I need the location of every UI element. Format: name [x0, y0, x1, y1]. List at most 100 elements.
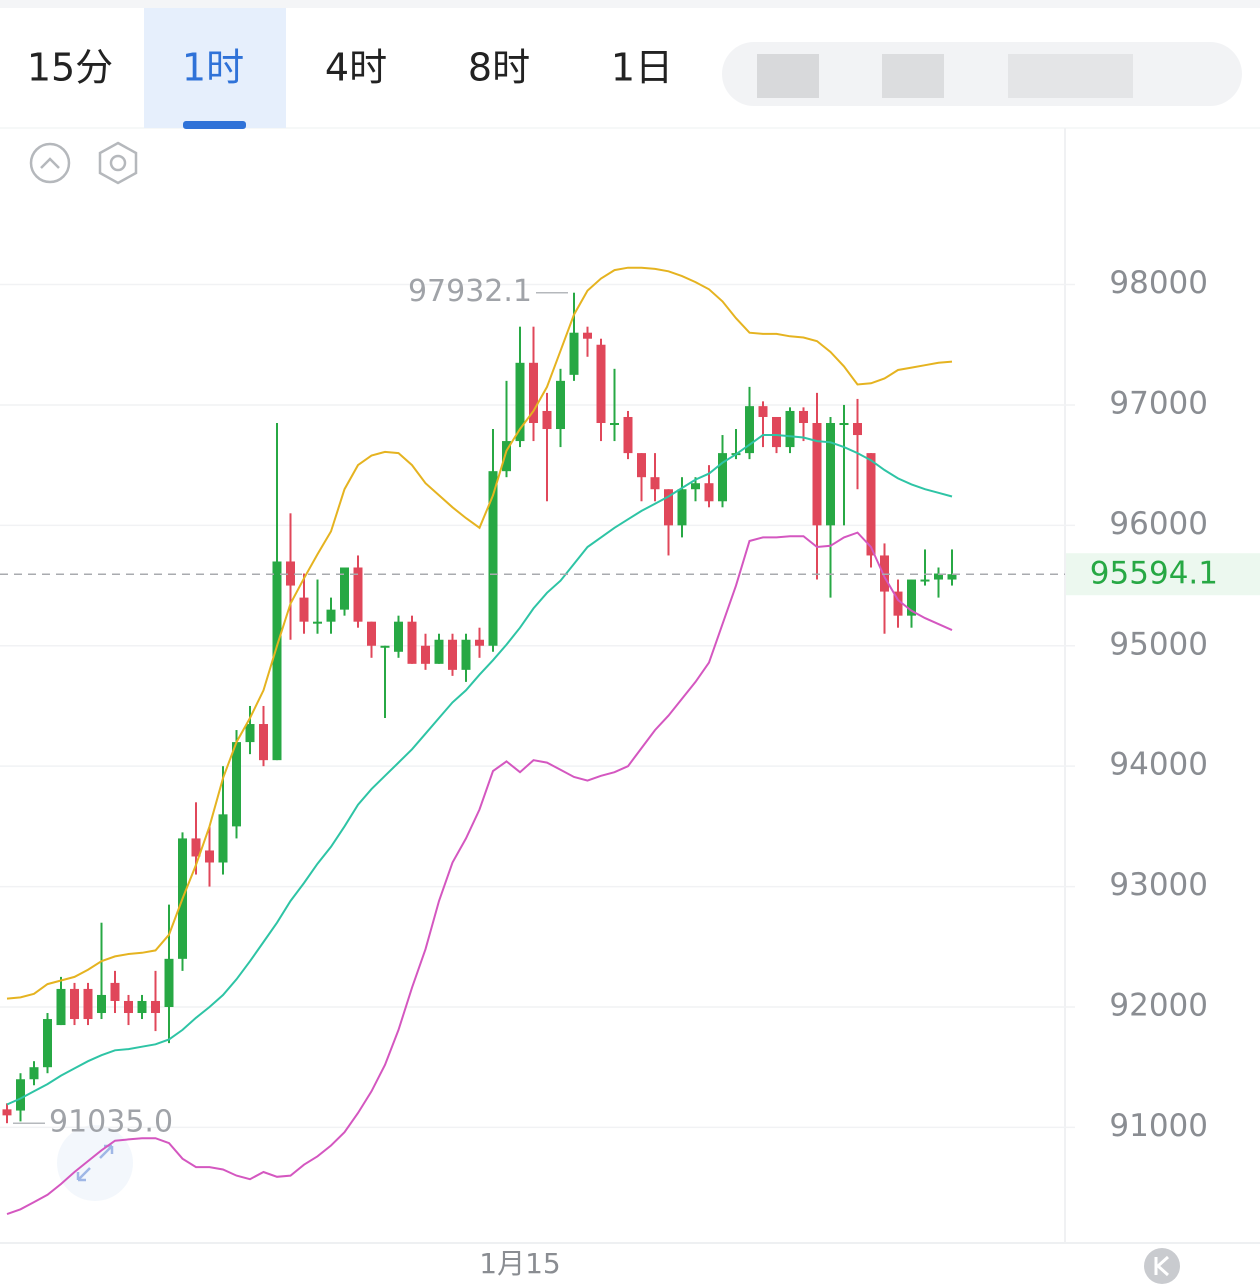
candle-body: [259, 724, 268, 761]
candle-body: [110, 982, 120, 1001]
candle-body: [97, 994, 106, 1014]
blur-block: [882, 54, 944, 98]
candle-body: [394, 621, 403, 652]
y-tick-label: 97000: [1109, 385, 1208, 421]
candle-body: [164, 958, 174, 1007]
candle-body: [785, 410, 795, 448]
candle-body: [907, 579, 916, 616]
candle-body: [704, 483, 714, 502]
candle-body: [56, 988, 66, 1026]
tab-underline: [183, 121, 246, 129]
candle-body: [124, 1000, 133, 1014]
candle-body: [488, 471, 498, 646]
candle-body: [448, 639, 457, 670]
tab[interactable]: 1日: [611, 46, 673, 90]
candle-body: [367, 621, 376, 646]
tab[interactable]: 4时: [325, 46, 387, 90]
candle-body: [515, 362, 525, 442]
candle-body: [947, 574, 957, 580]
tab-active-bg: [144, 8, 286, 128]
candle-body: [610, 423, 619, 426]
tool-icons: [29, 141, 1180, 1284]
candle-body: [421, 645, 430, 664]
candle-body: [758, 406, 768, 417]
status-strip: [0, 0, 1260, 8]
candle-body: [380, 645, 390, 648]
expand-icon: [76, 1144, 114, 1182]
candle-body: [866, 453, 876, 556]
settings-icon[interactable]: [98, 141, 138, 185]
high-label: 97932.1: [408, 274, 532, 309]
y-tick-label: 96000: [1109, 506, 1208, 542]
candle-body: [569, 332, 579, 375]
candle-body: [137, 1000, 147, 1014]
candle-body: [475, 639, 484, 646]
candle-body: [286, 561, 295, 586]
candle-body: [151, 1000, 160, 1014]
candle-body: [556, 380, 565, 430]
candle-body: [70, 988, 79, 1020]
y-tick-label: 98000: [1109, 265, 1208, 301]
band-line: [6, 434, 953, 1106]
tab[interactable]: 1时: [182, 46, 244, 90]
y-tick-label: 94000: [1109, 747, 1208, 783]
candle-body: [718, 453, 727, 502]
y-tick-label: 91000: [1109, 1108, 1208, 1144]
candle-body: [407, 621, 417, 664]
candle-body: [583, 332, 592, 339]
candle-body: [313, 621, 322, 624]
candle-body: [650, 477, 660, 490]
candle-body: [272, 561, 282, 761]
band-line: [6, 531, 953, 1216]
candle-body: [596, 344, 606, 424]
candle-body: [853, 423, 862, 436]
candle-body: [934, 573, 943, 580]
x-tick-label: 1月15: [479, 1247, 560, 1280]
kline-icon[interactable]: [1144, 1248, 1180, 1284]
candle-body: [772, 416, 781, 448]
candle-body: [502, 441, 511, 472]
candle-body: [826, 423, 835, 526]
candle-body: [353, 567, 363, 622]
candle-body: [205, 850, 214, 863]
candle-body: [664, 489, 673, 526]
candle-body: [637, 453, 646, 478]
candle-body: [232, 742, 241, 827]
blur-block: [1008, 54, 1133, 98]
candle-body: [745, 406, 754, 454]
candle-body: [529, 362, 538, 424]
last-price-label: 95594.1: [1090, 556, 1218, 592]
candle-body: [893, 591, 903, 616]
settings-dot: [109, 154, 127, 172]
candle-body: [542, 410, 552, 430]
candle-body: [434, 639, 444, 664]
candle-body: [218, 814, 228, 863]
tab[interactable]: 8时: [468, 46, 530, 90]
candle-body: [839, 423, 849, 426]
candle-body: [812, 423, 822, 526]
chevron: [40, 157, 60, 169]
last-price-box: [1066, 553, 1260, 596]
low-label: 91035.0: [49, 1105, 173, 1140]
tab[interactable]: 15分: [27, 46, 113, 90]
candle-body: [16, 1079, 25, 1111]
y-tick-label: 95000: [1109, 626, 1208, 662]
expand-icon-bg[interactable]: [57, 1125, 133, 1201]
y-tick-label: 93000: [1109, 867, 1208, 903]
candle-body: [2, 1109, 12, 1116]
candle-body: [29, 1067, 39, 1080]
candle-body: [799, 410, 808, 424]
candle-body: [677, 489, 687, 526]
candle-body: [299, 597, 309, 622]
candle-body: [623, 416, 633, 454]
candle-body: [461, 639, 471, 670]
candle-body: [43, 1019, 52, 1068]
blur-block: [757, 54, 819, 98]
candle-body: [245, 724, 255, 743]
band-line: [6, 266, 953, 1000]
search-blur: [722, 42, 1242, 106]
candle-body: [691, 483, 700, 490]
candle-body: [920, 579, 930, 582]
collapse-icon[interactable]: [29, 142, 71, 184]
